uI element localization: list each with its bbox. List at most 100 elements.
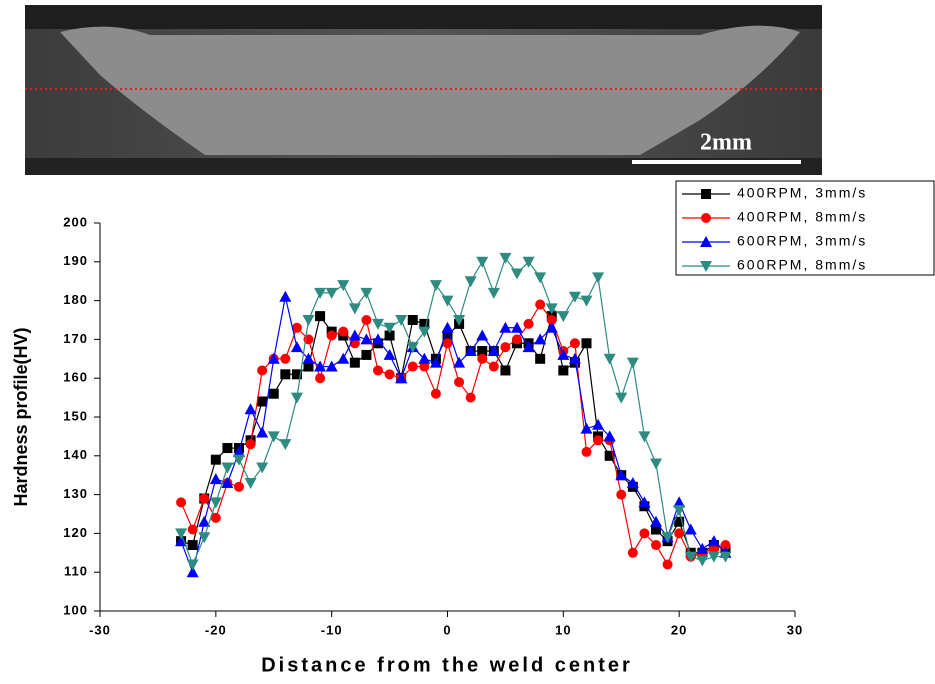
- marker: [488, 361, 499, 372]
- marker: [639, 528, 650, 539]
- marker: [592, 418, 605, 430]
- marker: [209, 497, 222, 509]
- marker: [638, 431, 651, 443]
- marker: [372, 333, 384, 345]
- marker: [662, 559, 673, 570]
- marker: [290, 341, 303, 353]
- marker: [568, 291, 581, 303]
- marker: [522, 256, 535, 268]
- marker: [384, 330, 395, 341]
- marker: [464, 276, 477, 288]
- marker: [684, 551, 697, 563]
- marker: [244, 477, 257, 489]
- y-tick-label: 120: [63, 525, 88, 540]
- marker: [661, 532, 674, 544]
- marker: [627, 547, 638, 558]
- y-tick-label: 160: [63, 370, 88, 385]
- marker: [673, 496, 686, 508]
- x-axis-title: Distance from the weld center: [261, 654, 633, 676]
- marker: [290, 392, 303, 404]
- x-tick-label: 30: [787, 622, 803, 637]
- marker: [419, 361, 430, 372]
- marker: [719, 551, 732, 563]
- marker: [348, 303, 361, 315]
- legend-label: 400RPM, 8mm/s: [737, 209, 867, 225]
- marker: [210, 512, 221, 523]
- marker: [373, 365, 383, 376]
- marker: [674, 516, 685, 527]
- marker: [338, 326, 349, 337]
- marker: [604, 450, 615, 461]
- marker: [257, 396, 268, 407]
- marker: [442, 330, 453, 341]
- marker: [603, 353, 616, 365]
- marker: [580, 295, 593, 307]
- marker: [256, 462, 269, 474]
- marker: [175, 528, 188, 540]
- marker: [684, 523, 697, 535]
- marker: [267, 431, 280, 443]
- marker: [175, 535, 188, 547]
- micrograph: 2mm: [25, 5, 822, 175]
- legend-marker: [700, 236, 712, 247]
- marker: [279, 290, 292, 302]
- y-tick-label: 140: [63, 447, 88, 462]
- x-tick-label: 10: [555, 622, 571, 637]
- marker: [361, 315, 372, 325]
- marker: [500, 342, 511, 353]
- marker: [454, 377, 465, 388]
- y-tick-label: 110: [64, 564, 88, 579]
- marker: [222, 443, 233, 454]
- marker: [720, 540, 731, 551]
- series-line: [180, 256, 726, 567]
- marker: [186, 559, 199, 571]
- marker: [580, 422, 593, 434]
- marker: [302, 315, 315, 326]
- series: [175, 252, 732, 571]
- y-tick-label: 130: [63, 486, 88, 501]
- marker: [650, 515, 662, 527]
- marker: [186, 566, 199, 578]
- y-tick-label: 200: [63, 214, 88, 229]
- marker: [360, 333, 373, 345]
- marker: [244, 403, 257, 415]
- marker: [522, 341, 535, 353]
- marker: [569, 338, 580, 349]
- marker: [581, 446, 592, 457]
- marker: [221, 462, 234, 474]
- y-tick-label: 190: [63, 253, 88, 268]
- marker: [696, 542, 709, 554]
- marker: [256, 426, 269, 438]
- marker: [325, 360, 338, 372]
- marker: [535, 353, 546, 364]
- marker: [441, 295, 454, 307]
- marker: [603, 430, 616, 442]
- marker: [314, 360, 327, 372]
- marker: [361, 349, 372, 360]
- marker: [487, 287, 500, 299]
- marker: [557, 348, 570, 360]
- marker: [383, 348, 396, 360]
- marker: [707, 551, 720, 563]
- marker: [291, 322, 302, 333]
- marker: [349, 357, 360, 368]
- micrograph-bottom: [25, 158, 822, 175]
- marker: [280, 353, 291, 364]
- marker: [696, 555, 709, 567]
- marker: [360, 287, 373, 299]
- legend-marker: [700, 261, 712, 272]
- marker: [441, 321, 454, 333]
- y-tick-label: 180: [63, 292, 88, 307]
- marker: [534, 333, 547, 345]
- marker: [429, 356, 442, 368]
- marker: [568, 352, 581, 364]
- marker: [546, 315, 557, 325]
- marker: [626, 357, 639, 369]
- marker: [430, 388, 441, 399]
- marker: [500, 365, 511, 376]
- marker: [291, 369, 302, 380]
- marker: [707, 535, 720, 547]
- legend-marker: [701, 213, 711, 223]
- x-tick-label: 20: [671, 622, 687, 637]
